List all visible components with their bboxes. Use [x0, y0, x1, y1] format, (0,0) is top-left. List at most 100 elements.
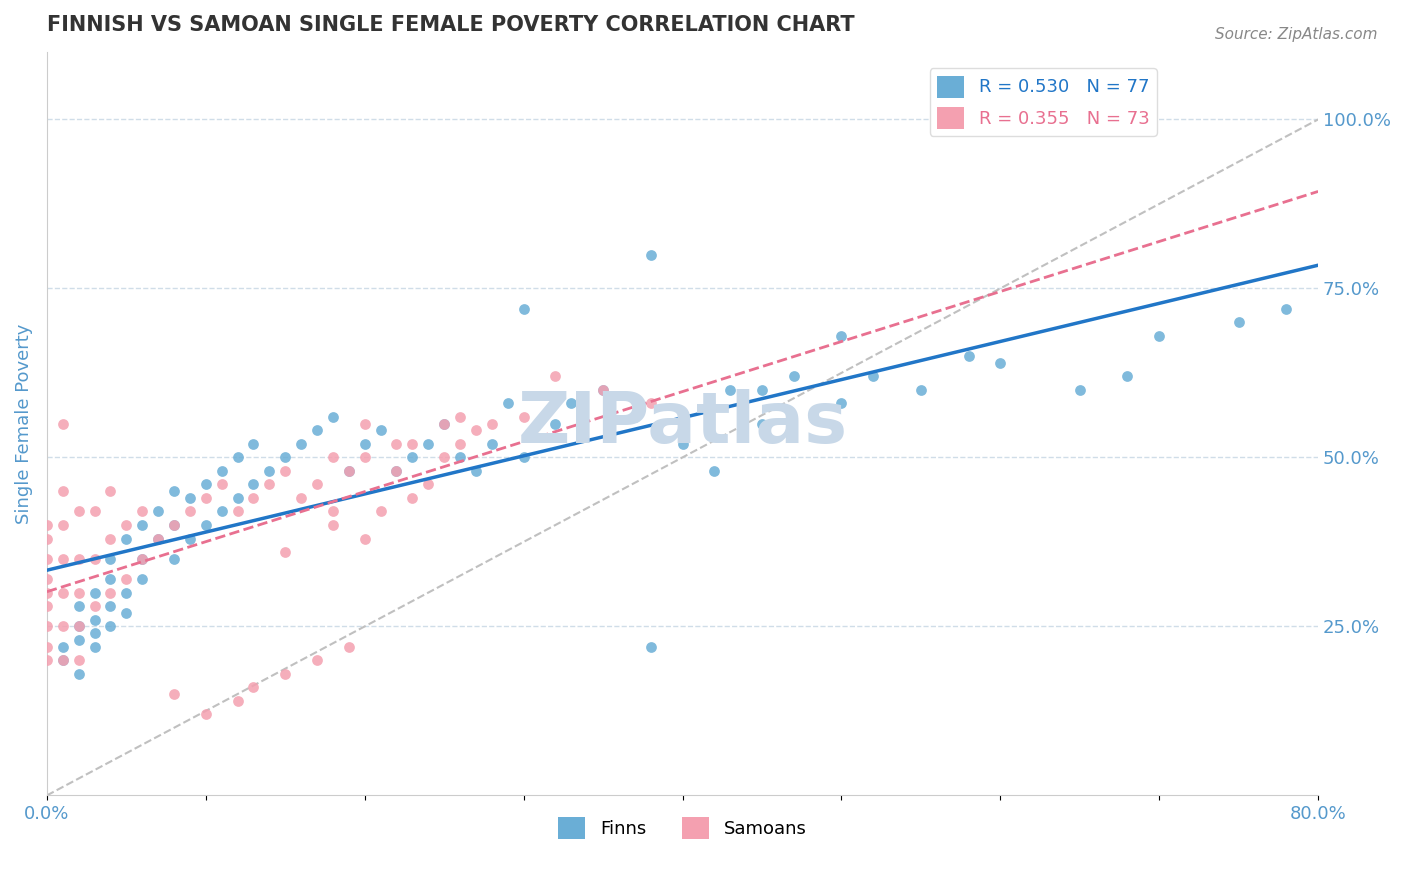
Point [52, 585, 75, 599]
Point [146, 504, 169, 518]
Point [100, 572, 122, 586]
Point [640, 396, 662, 410]
Point [226, 491, 249, 505]
Point [163, 687, 186, 701]
Point [100, 551, 122, 566]
Point [671, 417, 693, 431]
Point [242, 477, 264, 491]
Point [830, 328, 852, 343]
Point [481, 437, 503, 451]
Point [163, 518, 186, 533]
Point [163, 518, 186, 533]
Point [131, 551, 153, 566]
Point [83, 640, 105, 654]
Point [1147, 328, 1170, 343]
Point [449, 409, 471, 424]
Point [67, 666, 90, 681]
Point [115, 572, 138, 586]
Point [385, 464, 408, 478]
Point [401, 491, 423, 505]
Point [211, 464, 233, 478]
Point [1116, 369, 1139, 384]
Point [512, 301, 534, 316]
Point [131, 504, 153, 518]
Point [67, 585, 90, 599]
Point [194, 518, 217, 533]
Point [1069, 383, 1091, 397]
Text: ZIPatlas: ZIPatlas [517, 389, 848, 458]
Point [274, 450, 297, 465]
Point [1275, 301, 1298, 316]
Point [290, 437, 312, 451]
Point [52, 653, 75, 667]
Point [624, 409, 647, 424]
Point [52, 551, 75, 566]
Point [385, 437, 408, 451]
Point [242, 680, 264, 694]
Point [226, 504, 249, 518]
Point [242, 437, 264, 451]
Point [52, 518, 75, 533]
Point [115, 606, 138, 620]
Point [67, 653, 90, 667]
Point [560, 396, 582, 410]
Point [305, 653, 328, 667]
Point [290, 491, 312, 505]
Point [353, 417, 375, 431]
Point [592, 383, 614, 397]
Point [544, 369, 567, 384]
Point [957, 349, 980, 363]
Point [115, 532, 138, 546]
Point [35, 640, 58, 654]
Point [305, 423, 328, 437]
Point [370, 423, 392, 437]
Point [226, 694, 249, 708]
Point [544, 417, 567, 431]
Point [194, 491, 217, 505]
Point [100, 619, 122, 633]
Point [274, 464, 297, 478]
Point [100, 484, 122, 499]
Point [353, 450, 375, 465]
Point [751, 417, 773, 431]
Point [52, 484, 75, 499]
Point [401, 437, 423, 451]
Point [322, 409, 344, 424]
Point [100, 585, 122, 599]
Point [83, 626, 105, 640]
Point [703, 464, 725, 478]
Point [401, 450, 423, 465]
Point [481, 417, 503, 431]
Point [211, 477, 233, 491]
Point [418, 477, 440, 491]
Point [259, 464, 281, 478]
Point [671, 437, 693, 451]
Point [83, 599, 105, 614]
Point [322, 450, 344, 465]
Point [131, 572, 153, 586]
Point [910, 383, 932, 397]
Point [1227, 315, 1250, 329]
Y-axis label: Single Female Poverty: Single Female Poverty [15, 324, 32, 524]
Point [52, 640, 75, 654]
Point [465, 423, 488, 437]
Point [592, 383, 614, 397]
Text: Source: ZipAtlas.com: Source: ZipAtlas.com [1215, 27, 1378, 42]
Point [259, 477, 281, 491]
Point [67, 504, 90, 518]
Point [322, 518, 344, 533]
Point [337, 464, 360, 478]
Point [433, 417, 456, 431]
Point [305, 477, 328, 491]
Point [370, 504, 392, 518]
Point [418, 437, 440, 451]
Point [35, 585, 58, 599]
Point [83, 551, 105, 566]
Point [179, 491, 201, 505]
Point [179, 532, 201, 546]
Point [115, 585, 138, 599]
Point [179, 504, 201, 518]
Point [83, 585, 105, 599]
Point [449, 450, 471, 465]
Point [146, 532, 169, 546]
